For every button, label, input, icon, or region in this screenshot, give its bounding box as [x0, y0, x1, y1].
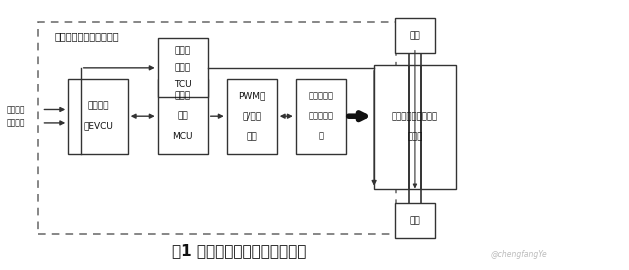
Text: 密度永磁电: 密度永磁电 [308, 112, 333, 121]
Text: 整车控制: 整车控制 [87, 102, 109, 111]
Text: TCU: TCU [174, 80, 191, 89]
Text: 轮毂: 轮毂 [409, 31, 420, 40]
Bar [38, 22, 396, 234]
Text: 刹车踏板: 刹车踏板 [7, 119, 25, 127]
Bar [158, 38, 208, 97]
Text: 轮毂: 轮毂 [409, 217, 420, 225]
Text: 流/逆变: 流/逆变 [242, 112, 261, 121]
Text: 模块: 模块 [247, 132, 257, 141]
Bar [374, 65, 456, 189]
Bar [394, 18, 435, 53]
Bar [226, 79, 277, 154]
Text: MCU: MCU [172, 132, 193, 141]
Text: 机: 机 [318, 132, 323, 141]
Bar [296, 79, 346, 154]
Text: 器EVCU: 器EVCU [83, 122, 113, 131]
Text: @chengfangYe: @chengfangYe [490, 249, 547, 259]
Text: 电机控: 电机控 [175, 92, 191, 100]
Text: 变速器: 变速器 [407, 133, 423, 141]
Bar [394, 204, 435, 238]
Text: 图1 动力总成传动系统系统结构: 图1 动力总成传动系统系统结构 [172, 244, 306, 259]
Text: 高功率转矩: 高功率转矩 [308, 92, 333, 100]
Text: 动力总成与整车控制系统: 动力总成与整车控制系统 [54, 32, 119, 42]
Text: 变速箱: 变速箱 [175, 46, 191, 55]
Text: 固定速度比电控自动: 固定速度比电控自动 [392, 112, 438, 122]
Text: 速度踏板: 速度踏板 [7, 105, 25, 114]
Bar [158, 79, 208, 154]
Text: 制器: 制器 [177, 112, 188, 121]
Text: PWM整: PWM整 [238, 92, 265, 100]
Bar [68, 79, 128, 154]
Text: 控制器: 控制器 [175, 63, 191, 72]
